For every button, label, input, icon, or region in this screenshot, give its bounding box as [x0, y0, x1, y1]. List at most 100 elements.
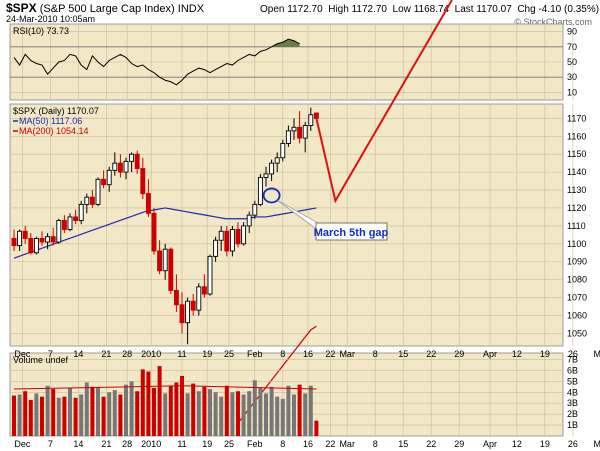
- volume-tick-label: 3B: [567, 398, 578, 408]
- volume-bar: [124, 384, 128, 436]
- callout-box: [315, 222, 388, 241]
- x-tick-label: 19: [540, 349, 550, 359]
- volume-bar: [191, 383, 196, 436]
- volume-bar: [28, 399, 33, 436]
- price-tick-label: 1090: [567, 257, 587, 267]
- price-tick-label: 1140: [567, 167, 586, 177]
- volume-bar: [90, 386, 95, 436]
- volume-bar: [297, 384, 302, 436]
- x-tick-label: 15: [398, 349, 408, 359]
- price-tick-label: 1050: [567, 328, 587, 338]
- candle-body: [129, 153, 135, 162]
- x-tick-label: Mar: [339, 349, 355, 359]
- high-value: 1172.70: [351, 4, 387, 15]
- volume-tick-label: 6B: [567, 365, 578, 375]
- x-tick-label: 26: [568, 349, 578, 359]
- volume-tick-label: 5B: [567, 376, 578, 386]
- volume-bar: [146, 371, 151, 436]
- x-tick-label: 11: [177, 349, 186, 359]
- candle-body: [218, 230, 224, 241]
- price-tick-label: 1160: [567, 131, 586, 141]
- open-value: 1172.70: [287, 4, 323, 15]
- candle-body: [173, 289, 179, 306]
- x-tick-label: 21: [101, 349, 111, 359]
- last-label: Last: [454, 4, 474, 15]
- candle-body: [280, 142, 286, 159]
- x-tick-label: 8: [280, 349, 285, 359]
- x-tick-label: 8: [280, 439, 285, 449]
- candle-body: [61, 220, 67, 230]
- volume-bar: [247, 391, 252, 436]
- x-tick-label: Dec: [14, 439, 31, 449]
- volume-bar: [62, 396, 67, 436]
- candle-body: [229, 229, 235, 252]
- x-tick-label: Feb: [247, 439, 263, 449]
- volume-bar: [275, 396, 280, 436]
- x-tick-label: 22: [426, 349, 436, 359]
- candle-body: [33, 237, 39, 254]
- price-tick-label: 1130: [567, 185, 586, 195]
- volume-bar: [185, 393, 190, 436]
- volume-bar: [107, 392, 112, 436]
- candle-body: [39, 237, 45, 243]
- volume-bar: [219, 396, 224, 436]
- x-tick-label: 14: [73, 349, 83, 359]
- volume-bar: [101, 396, 106, 436]
- volume-bar: [224, 385, 229, 436]
- ma50-line: [13, 207, 317, 259]
- candle-body: [140, 168, 146, 195]
- rsi-tick-label: 30: [567, 72, 577, 82]
- candle-body: [213, 239, 219, 257]
- volume-tick-label: 1B: [567, 420, 578, 430]
- x-tick-label: 16: [303, 349, 313, 359]
- volume-tick-label: 2B: [567, 409, 578, 419]
- volume-bar: [213, 392, 218, 436]
- candle-body: [274, 157, 280, 164]
- volume-label: Volume undef: [13, 355, 69, 365]
- candle-body: [112, 162, 118, 171]
- index-name: (S&P 500 Large Cap Index): [39, 3, 175, 15]
- x-tick-label: 19: [202, 439, 212, 449]
- price-tick-label: 1120: [567, 203, 586, 213]
- rsi-overbought-area: [271, 39, 300, 47]
- candle-body: [101, 178, 107, 186]
- volume-bar: [12, 395, 16, 436]
- volume-bar: [292, 394, 296, 436]
- last-value: 1170.07: [476, 4, 512, 15]
- x-tick-label: Dec: [14, 349, 31, 359]
- x-tick-label: Apr: [483, 439, 497, 449]
- candle-body: [50, 236, 56, 243]
- x-tick-label: 26: [568, 439, 578, 449]
- x-tick-label: 22: [325, 439, 335, 449]
- x-tick-label: 19: [540, 439, 550, 449]
- x-tick-label: 28: [122, 349, 132, 359]
- x-tick-label: 12: [512, 349, 522, 359]
- volume-tick-label: 4B: [567, 387, 578, 397]
- candle-body: [117, 162, 123, 173]
- volume-bar: [168, 385, 173, 436]
- price-tick-label: 1150: [567, 149, 586, 159]
- volume-bar: [286, 385, 291, 436]
- annotation-text: March 5th gap: [314, 227, 389, 239]
- volume-tick-label: 7B: [567, 355, 578, 365]
- exchange: INDX: [177, 3, 205, 15]
- candle-body: [45, 236, 51, 243]
- rsi-tick-label: 90: [567, 27, 577, 37]
- candle-body: [285, 130, 291, 144]
- price-tick-label: 1100: [567, 239, 586, 249]
- volume-bar: [140, 369, 145, 436]
- x-tick-label: 14: [73, 439, 83, 449]
- price-tick-label: 1080: [567, 275, 587, 285]
- x-tick-label: 8: [373, 439, 378, 449]
- x-tick-label: 19: [202, 349, 212, 359]
- price-label: $SPX (Daily) 1170.07: [13, 106, 99, 116]
- x-tick-label: 7: [48, 349, 53, 359]
- x-tick-label: 22: [426, 439, 436, 449]
- rsi-tick-label: 10: [567, 87, 577, 97]
- candle-body: [17, 230, 23, 247]
- candle-body: [151, 212, 157, 252]
- chart-title: $SPX (S&P 500 Large Cap Index) INDX: [6, 1, 204, 15]
- low-label: Low: [392, 4, 411, 15]
- candle-body: [22, 230, 28, 239]
